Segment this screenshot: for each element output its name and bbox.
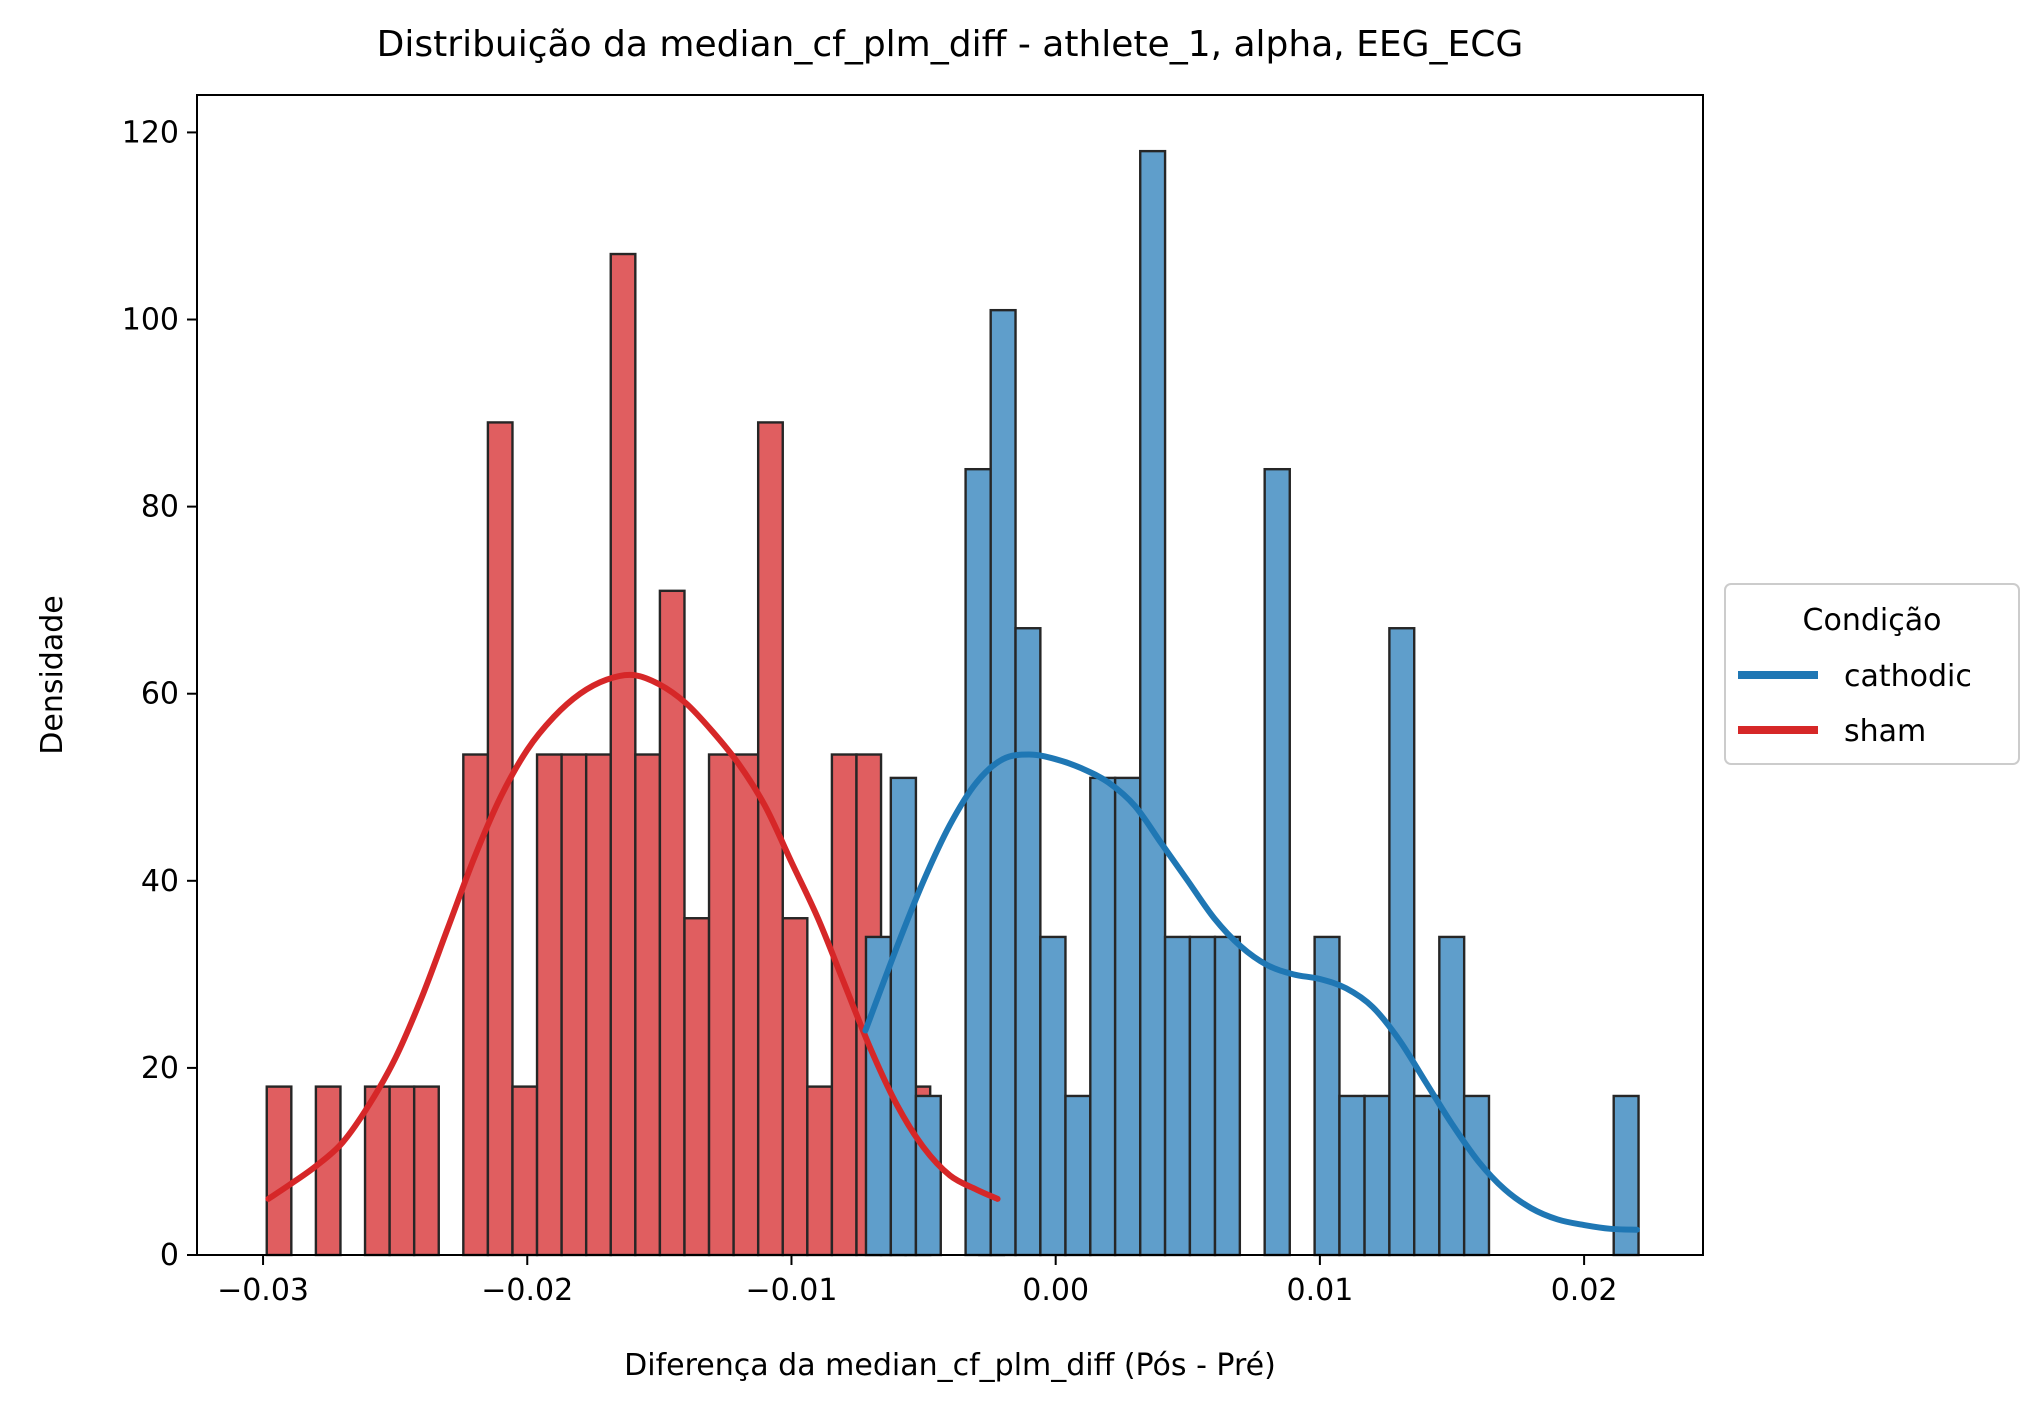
- bar-cathodic-6: [1014, 627, 1042, 1257]
- bar-cathodic-9: [1089, 776, 1117, 1257]
- bar-cathodic-11: [1139, 149, 1167, 1257]
- bar-sham-2: [314, 1085, 342, 1257]
- y-tick-label: 0: [160, 1238, 179, 1273]
- bar-sham-0: [265, 1085, 293, 1257]
- bar-sham-6: [412, 1085, 440, 1257]
- bar-sham-14: [609, 252, 637, 1257]
- bar-sham-10: [511, 1085, 539, 1257]
- y-axis-ticks: 0 20 40 60 80 100 120: [122, 115, 197, 1273]
- bar-cathodic-22: [1413, 1094, 1441, 1257]
- y-tick-label: 60: [141, 677, 179, 712]
- bar-sham-22: [806, 1085, 834, 1257]
- bar-sham-17: [683, 917, 711, 1257]
- kde-curve-sham: [265, 671, 1001, 1202]
- y-tick-label: 120: [122, 115, 179, 150]
- x-tick-label: −0.02: [481, 1273, 573, 1308]
- bar-cathodic-24: [1462, 1094, 1491, 1257]
- legend: Condição cathodic sham: [1724, 583, 2020, 765]
- bar-cathodic-2: [914, 1094, 942, 1257]
- bar-cathodic-12: [1163, 935, 1192, 1257]
- bar-sham-13: [584, 753, 612, 1257]
- bar-sham-19: [732, 753, 760, 1257]
- bar-cathodic-19: [1338, 1094, 1366, 1257]
- legend-label-cathodic: cathodic: [1844, 659, 1972, 694]
- bar-cathodic-16: [1263, 467, 1291, 1257]
- x-tick-label: 0.01: [1286, 1273, 1353, 1308]
- y-tick-label: 100: [122, 303, 179, 338]
- y-tick-label: 80: [141, 490, 179, 525]
- x-tick-label: −0.03: [217, 1273, 309, 1308]
- bar-sham-18: [707, 753, 735, 1257]
- bar-cathodic-14: [1213, 935, 1242, 1257]
- x-tick-label: −0.01: [746, 1273, 838, 1308]
- bar-cathodic-13: [1188, 935, 1217, 1257]
- bar-cathodic-0: [864, 935, 893, 1257]
- plot-area-frame: [196, 94, 1704, 1256]
- histogram-bars: [265, 149, 1640, 1257]
- kde-curves: [265, 671, 1640, 1233]
- legend-box: [1724, 583, 2020, 765]
- bar-cathodic-21: [1388, 627, 1416, 1257]
- bar-cathodic-23: [1438, 935, 1466, 1257]
- bar-cathodic-20: [1363, 1094, 1391, 1257]
- kde-curve-cathodic: [862, 751, 1640, 1233]
- bar-cathodic-18: [1313, 935, 1341, 1257]
- bar-sham-15: [634, 753, 662, 1257]
- x-tick-label: 0.02: [1551, 1273, 1618, 1308]
- bar-sham-11: [535, 753, 563, 1257]
- y-axis-label: Densidade: [35, 595, 70, 754]
- y-tick-label: 40: [141, 864, 179, 899]
- x-axis-ticks: −0.03 −0.02 −0.01 0.00 0.01 0.02: [217, 1255, 1618, 1308]
- legend-title: Condição: [1803, 603, 1942, 638]
- bar-sham-12: [560, 753, 588, 1257]
- chart-title: Distribuição da median_cf_plm_diff - ath…: [377, 24, 1524, 65]
- y-tick-label: 20: [141, 1051, 179, 1086]
- bar-cathodic-10: [1113, 776, 1142, 1257]
- bar-cathodic-8: [1064, 1094, 1092, 1257]
- bar-sham-5: [388, 1085, 416, 1257]
- bar-cathodic-7: [1039, 935, 1067, 1257]
- bar-cathodic-1: [889, 776, 918, 1257]
- legend-label-sham: sham: [1844, 714, 1926, 749]
- bar-cathodic-5: [989, 308, 1017, 1257]
- x-axis-label: Diferença da median_cf_plm_diff (Pós - P…: [624, 1348, 1276, 1383]
- x-tick-label: 0.00: [1022, 1273, 1089, 1308]
- bar-sham-4: [363, 1085, 391, 1257]
- bar-cathodic-4: [964, 467, 992, 1257]
- bar-sham-21: [781, 917, 809, 1257]
- bar-sham-9: [486, 421, 514, 1257]
